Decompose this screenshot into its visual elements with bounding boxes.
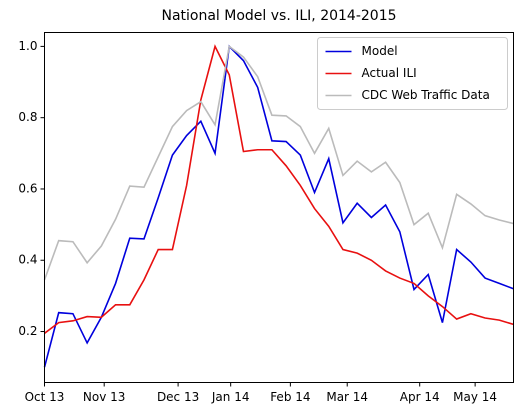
y-tick-label: 1.0	[18, 39, 37, 53]
chart-title: National Model vs. ILI, 2014-2015	[161, 8, 396, 24]
y-tick-label: 0.2	[18, 324, 37, 338]
x-tick-label: Mar 14	[326, 390, 368, 404]
legend-label: CDC Web Traffic Data	[362, 88, 490, 102]
x-tick-label: May 14	[453, 390, 497, 404]
x-tick-label: Apr 14	[400, 390, 440, 404]
y-tick-label: 0.8	[18, 110, 37, 124]
y-tick-label: 0.4	[18, 253, 37, 267]
legend-label: Actual ILI	[362, 66, 417, 80]
x-tick-label: Nov 13	[83, 390, 126, 404]
series-line	[43, 44, 514, 281]
series-line	[43, 44, 514, 368]
y-tick-label: 0.6	[18, 181, 37, 195]
legend-label: Model	[362, 44, 398, 58]
x-tick-label: Jan 14	[211, 390, 250, 404]
series-line	[44, 44, 514, 334]
x-tick-label: Feb 14	[270, 390, 310, 404]
x-tick-label: Dec 13	[157, 390, 199, 404]
legend-box	[317, 37, 508, 110]
x-tick-label: Oct 13	[25, 390, 65, 404]
